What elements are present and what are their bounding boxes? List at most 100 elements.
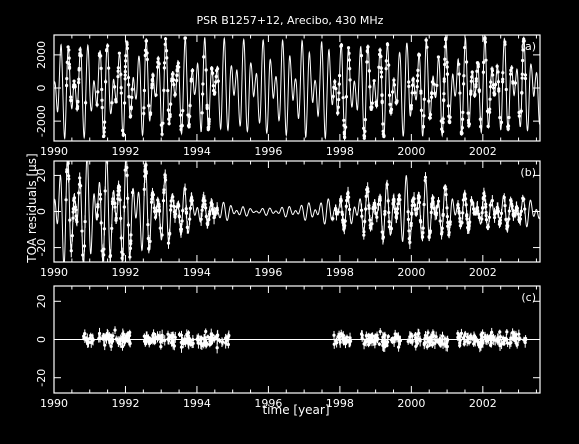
data-point (415, 206, 419, 211)
data-point (207, 212, 212, 216)
data-point (457, 62, 461, 66)
data-point (180, 219, 184, 223)
data-point (469, 89, 473, 93)
data-point (67, 48, 71, 52)
data-point (386, 334, 390, 339)
data-point (410, 199, 415, 204)
data-point (391, 198, 395, 202)
data-point (172, 204, 176, 209)
data-point (129, 106, 133, 111)
data-point (172, 344, 176, 348)
data-point (188, 340, 193, 344)
data-point (430, 80, 435, 84)
data-point (204, 329, 208, 334)
data-point (80, 229, 84, 233)
data-point (207, 119, 211, 124)
data-point (151, 73, 155, 77)
y-tick-label: 20 (35, 294, 48, 308)
data-point (381, 122, 385, 126)
data-point (127, 94, 131, 99)
data-point (220, 340, 224, 344)
data-point (364, 194, 368, 198)
data-point (507, 217, 511, 221)
data-point (157, 208, 161, 213)
data-point (509, 199, 513, 203)
data-point (503, 203, 507, 208)
data-point (424, 38, 428, 42)
data-point (128, 342, 132, 346)
x-tick-label: 1994 (183, 266, 211, 279)
data-point (215, 206, 219, 210)
data-point (67, 62, 72, 66)
data-point (185, 332, 189, 337)
data-point (142, 339, 147, 343)
data-point (99, 66, 103, 70)
data-point (343, 135, 347, 140)
data-point (385, 182, 389, 187)
data-point (411, 78, 415, 82)
data-point (459, 130, 464, 134)
data-point (210, 333, 215, 337)
data-point (444, 344, 448, 348)
x-tick-label: 1998 (326, 145, 354, 158)
data-point (215, 67, 220, 71)
data-point (459, 331, 464, 335)
data-point (126, 75, 131, 80)
data-point (428, 339, 432, 343)
data-point (157, 202, 161, 206)
data-point (389, 110, 393, 114)
data-point (206, 222, 210, 227)
data-point (517, 337, 521, 341)
data-point (78, 176, 82, 180)
data-point (171, 195, 175, 199)
data-point (169, 208, 173, 212)
data-point (491, 335, 496, 340)
data-point (215, 346, 219, 350)
data-point (523, 76, 528, 81)
data-point (107, 338, 111, 342)
data-point (126, 196, 130, 200)
data-point (148, 112, 153, 116)
data-point (77, 191, 81, 195)
data-point (456, 203, 460, 207)
data-point (490, 199, 494, 203)
data-point (188, 114, 192, 118)
data-point (396, 345, 401, 349)
data-point (177, 65, 181, 69)
data-point (67, 65, 72, 69)
data-point (337, 98, 341, 102)
data-point (175, 67, 179, 72)
data-point (484, 58, 488, 62)
data-point (104, 80, 108, 84)
data-point (97, 52, 102, 56)
x-tick-label: 2000 (397, 397, 425, 410)
data-point (180, 339, 185, 343)
data-point (489, 343, 493, 347)
data-point (446, 224, 450, 228)
data-point (416, 73, 420, 78)
data-point (430, 202, 434, 206)
data-point (430, 91, 434, 96)
data-point (513, 81, 518, 85)
data-point (127, 83, 131, 87)
data-point (339, 332, 343, 336)
data-point (390, 336, 395, 341)
data-point (188, 217, 192, 221)
data-point (103, 189, 107, 193)
data-point (388, 102, 392, 106)
data-point (103, 120, 107, 124)
data-point (516, 212, 520, 216)
data-point (435, 205, 439, 209)
data-point (482, 60, 486, 64)
data-point (485, 109, 490, 113)
data-point (203, 202, 207, 207)
data-point (152, 206, 156, 210)
data-point (390, 90, 395, 94)
data-point (169, 102, 173, 106)
data-point (497, 89, 501, 93)
data-point (381, 235, 385, 239)
data-point (119, 86, 123, 90)
plot-area (54, 326, 540, 354)
x-tick-label: 2002 (469, 266, 497, 279)
